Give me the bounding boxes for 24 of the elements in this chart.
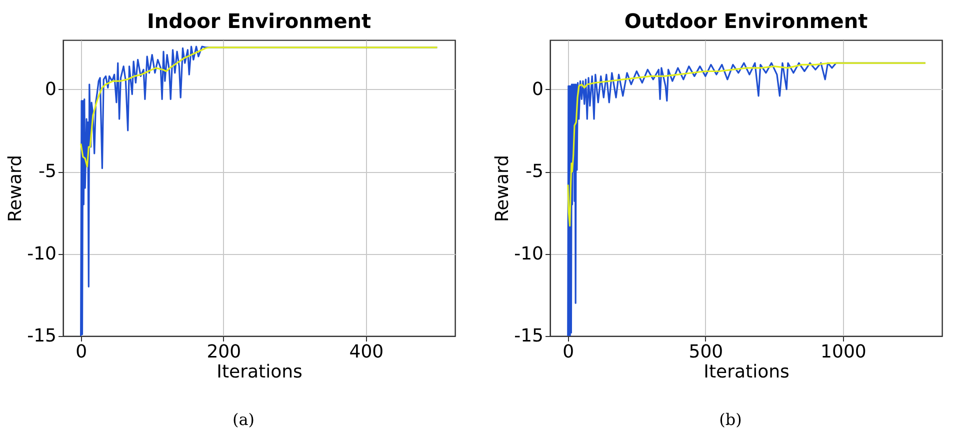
chart-title: Indoor Environment (146, 9, 372, 33)
y-tick-label: -15 (27, 326, 56, 346)
x-tick-label: 500 (688, 342, 724, 362)
x-tick-label: 0 (76, 342, 88, 362)
y-tick-label: 0 (532, 78, 544, 100)
line-series (80, 46, 438, 168)
x-axis-title: Iterations (704, 362, 790, 382)
text: (a) (231, 410, 256, 429)
y-tick-label: -5 (526, 161, 544, 182)
x-axis-title: Iterations (216, 362, 302, 382)
line-series (567, 62, 926, 227)
y-tick-label: -10 (27, 243, 56, 264)
x-tick-label: 1000 (820, 342, 866, 362)
y-tick-label: -15 (514, 326, 544, 346)
y-axis-title: Reward (5, 154, 26, 222)
y-tick-label: -10 (514, 243, 544, 264)
chart-title: Outdoor Environment (624, 9, 868, 33)
text: (b) (718, 410, 743, 429)
y-tick-label: -5 (38, 161, 56, 182)
y-axis-title: Reward (492, 154, 514, 222)
x-tick-label: 200 (206, 342, 242, 362)
x-tick-label: 400 (349, 342, 384, 362)
y-tick-label: 0 (45, 78, 56, 100)
x-tick-label: 0 (562, 342, 574, 362)
